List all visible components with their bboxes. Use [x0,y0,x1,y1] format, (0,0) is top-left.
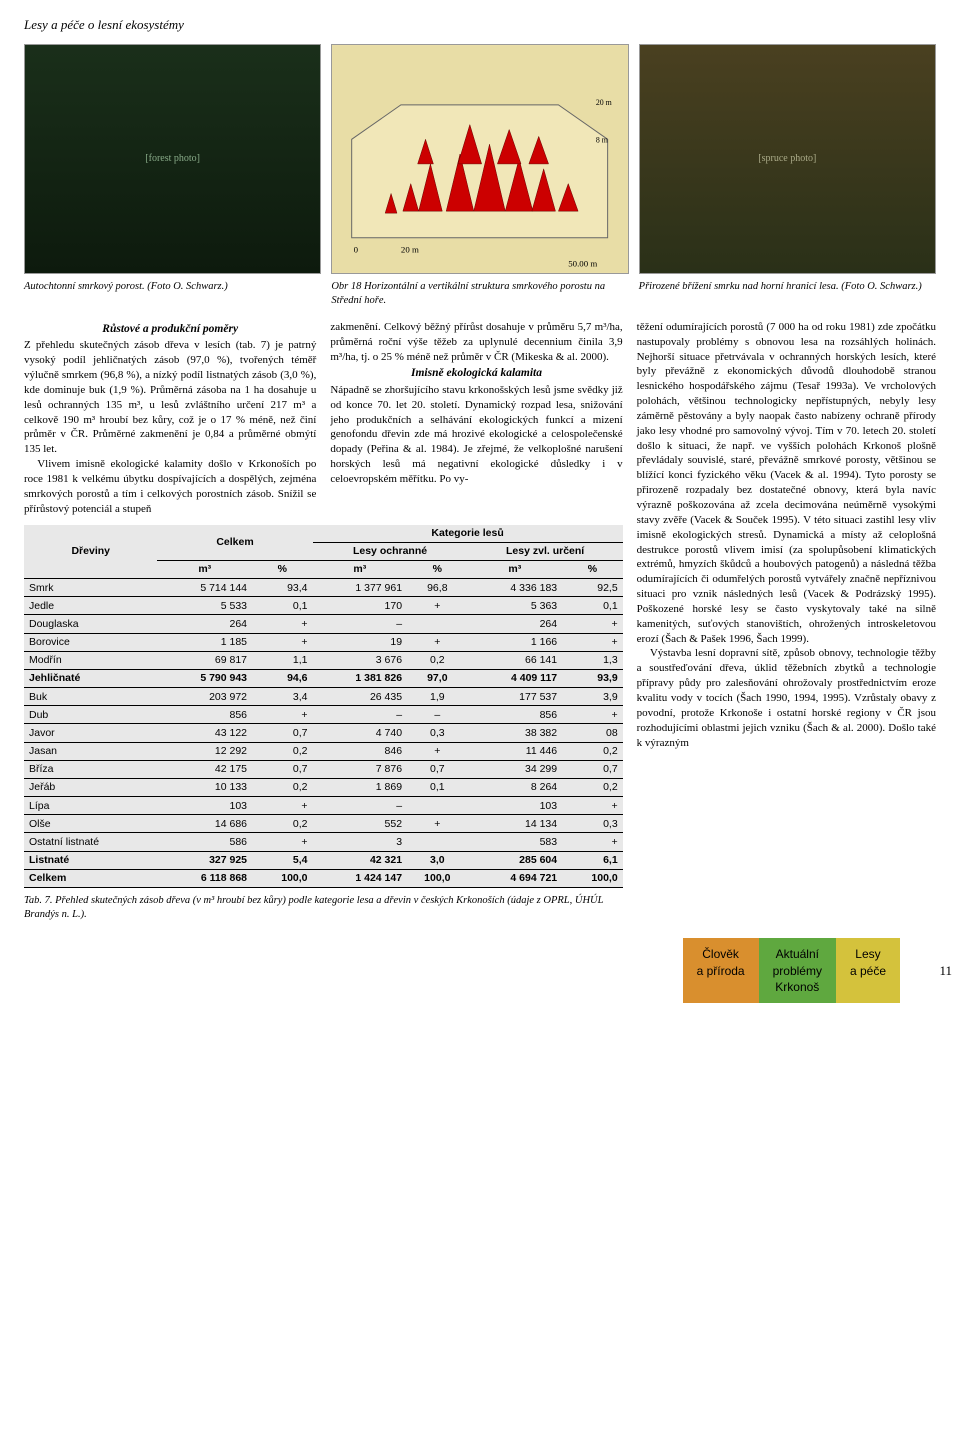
figure-right-image: [spruce photo] [639,44,936,274]
table-7-caption: Tab. 7. Přehled skutečných zásob dřeva (… [24,894,623,922]
body-text: Nápadně se zhoršujícího stavu krkonošský… [330,383,622,487]
table-row: Ostatní listnaté586+3583+ [24,833,623,851]
th-unit: m³ [313,560,408,578]
th-special: Lesy zvl. určení [468,542,623,560]
th-categories: Kategorie lesů [313,525,623,543]
footer-tabs: Člověka příroda AktuálníproblémyKrkonoš … [0,938,960,1003]
footer-tab-clovek: Člověka příroda [683,938,759,1003]
table-row: Jedle5 5330,1170+5 3630,1 [24,597,623,615]
figure-center-caption: Obr 18 Horizontální a vertikální struktu… [331,280,628,308]
svg-text:20 m: 20 m [596,97,612,106]
footer-tab-problemy: AktuálníproblémyKrkonoš [759,938,836,1003]
table-row: Jehličnaté5 790 94394,61 381 82697,04 40… [24,669,623,687]
table-row: Jeřáb10 1330,21 8690,18 2640,2 [24,778,623,796]
page-number: 11 [900,938,960,1003]
svg-text:20 m: 20 m [401,244,419,254]
table-row: Bříza42 1750,77 8760,734 2990,7 [24,760,623,778]
table-7: Dřeviny Celkem Kategorie lesů Lesy ochra… [24,525,623,923]
figure-left-caption: Autochtonní smrkový porost. (Foto O. Sch… [24,280,321,308]
figure-center-diagram: 0 20 m 50.00 m 20 m 8 m [331,44,628,274]
body-text: zakmenění. Celkový běžný přírůst dosahuj… [330,320,622,365]
th-unit: % [407,560,467,578]
table-row: Dub856+––856+ [24,706,623,724]
table-row: Smrk5 714 14493,41 377 96196,84 336 1839… [24,579,623,597]
svg-text:50.00 m: 50.00 m [569,258,598,268]
th-unit: % [252,560,312,578]
running-head: Lesy a péče o lesní ekosystémy [24,16,936,34]
table-row: Douglaska264+–264+ [24,615,623,633]
body-text: těžení odumírajících porostů (7 000 ha o… [637,320,936,647]
th-species: Dřeviny [24,525,157,579]
table-row: Borovice1 185+19+1 166+ [24,633,623,651]
table-row: Modřín69 8171,13 6760,266 1411,3 [24,651,623,669]
table-row: Jasan12 2920,2846+11 4460,2 [24,742,623,760]
body-text: Z přehledu skutečných zásob dřeva v lesí… [24,338,316,457]
th-protective: Lesy ochranné [313,542,468,560]
table-row: Olše14 6860,2552+14 1340,3 [24,815,623,833]
table-row: Buk203 9723,426 4351,9177 5373,9 [24,688,623,706]
table-row: Listnaté327 9255,442 3213,0285 6046,1 [24,851,623,869]
footer-tab-lesy: Lesya péče [836,938,900,1003]
column-3: těžení odumírajících porostů (7 000 ha o… [637,320,936,922]
th-unit: % [562,560,623,578]
column-2: zakmenění. Celkový běžný přírůst dosahuj… [330,320,622,517]
svg-text:8 m: 8 m [596,135,608,144]
figure-row: [forest photo] 0 20 m [24,44,936,274]
body-text: Vlivem imisně ekologické kalamity došlo … [24,457,316,516]
column-1: Růstové a produkční poměry Z přehledu sk… [24,320,316,517]
th-unit: m³ [468,560,563,578]
body-text: Výstavba lesní dopravní sítě, způsob obn… [637,646,936,750]
th-total: Celkem [157,525,312,561]
table-row: Lípa103+–103+ [24,797,623,815]
svg-text:0: 0 [354,244,359,254]
section-heading-growth: Růstové a produkční poměry [24,322,316,338]
figure-left-image: [forest photo] [24,44,321,274]
th-unit: m³ [157,560,252,578]
table-row: Celkem6 118 868100,01 424 147100,04 694 … [24,869,623,887]
section-heading-calamity: Imisně ekologická kalamita [330,366,622,382]
figure-right-caption: Přirozené břížení smrku nad horní hranic… [639,280,936,308]
table-row: Javor43 1220,74 7400,338 38208 [24,724,623,742]
